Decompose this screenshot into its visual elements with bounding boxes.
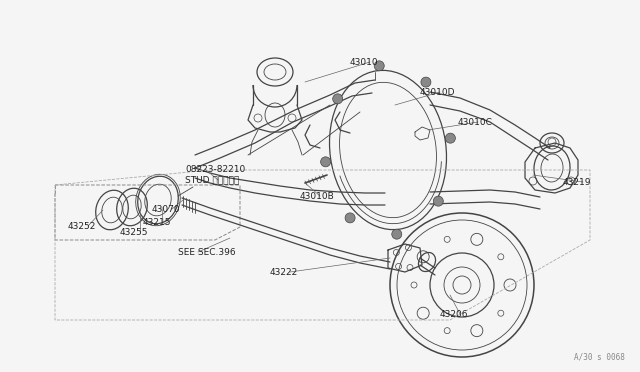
Text: 43219: 43219 xyxy=(563,178,591,187)
Ellipse shape xyxy=(421,77,431,87)
Text: A/30 s 0068: A/30 s 0068 xyxy=(574,353,625,362)
Ellipse shape xyxy=(345,213,355,223)
Text: 43010D: 43010D xyxy=(420,88,456,97)
Text: 43070: 43070 xyxy=(152,205,180,214)
Text: 43010B: 43010B xyxy=(300,192,335,201)
Text: 43215: 43215 xyxy=(143,218,172,227)
Text: 43010C: 43010C xyxy=(458,118,493,127)
Ellipse shape xyxy=(321,157,331,167)
Text: 43206: 43206 xyxy=(440,310,468,319)
Ellipse shape xyxy=(445,133,456,143)
Text: 43222: 43222 xyxy=(270,268,298,277)
Ellipse shape xyxy=(333,94,342,104)
Text: 08223-82210
STUD スタッド㊀: 08223-82210 STUD スタッド㊀ xyxy=(185,165,245,185)
Ellipse shape xyxy=(392,229,402,239)
Ellipse shape xyxy=(374,61,384,71)
Ellipse shape xyxy=(433,196,444,206)
Text: 43010: 43010 xyxy=(350,58,379,67)
Text: SEE SEC.396: SEE SEC.396 xyxy=(178,248,236,257)
Text: 43252: 43252 xyxy=(68,222,97,231)
Text: 43255: 43255 xyxy=(120,228,148,237)
